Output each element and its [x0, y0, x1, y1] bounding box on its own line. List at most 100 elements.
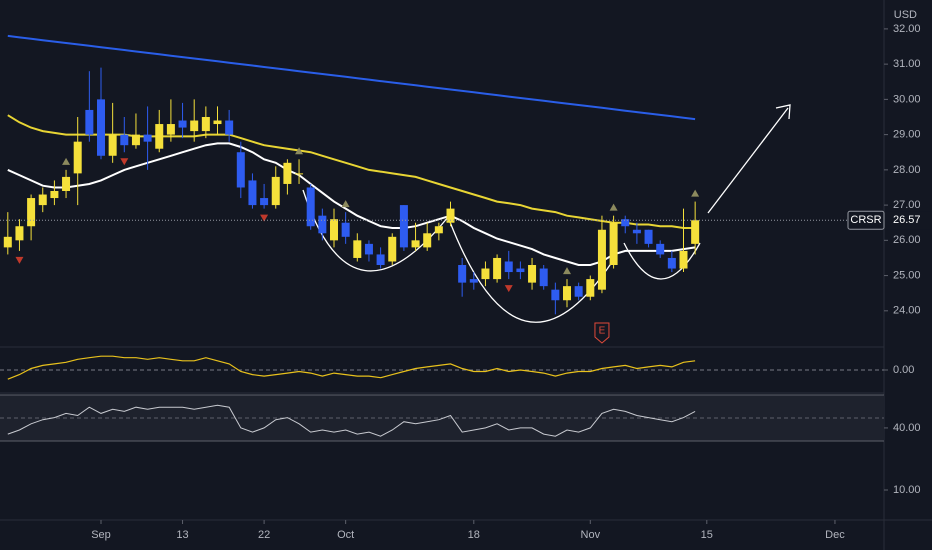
candle-body — [656, 243, 665, 255]
y-tick-label: 27.00 — [893, 199, 921, 211]
signal-up — [295, 147, 304, 155]
x-tick-label: 15 — [701, 529, 713, 541]
candle-body — [621, 219, 630, 227]
candle-body — [353, 240, 362, 258]
y-tick-label: 28.00 — [893, 164, 921, 176]
y-tick-label: 0.00 — [893, 364, 914, 376]
candle-body — [295, 173, 304, 175]
signal-down — [504, 285, 513, 293]
candle-body — [131, 134, 140, 146]
y-tick-label: 26.00 — [893, 234, 921, 246]
candle-body — [516, 268, 525, 273]
y-tick-label: 32.00 — [893, 23, 921, 35]
candle-body — [434, 226, 443, 234]
candle-body — [166, 124, 175, 135]
signal-up — [563, 267, 571, 275]
y-tick-label: 29.00 — [893, 129, 921, 141]
candle-body — [260, 198, 269, 206]
candle-body — [528, 265, 537, 283]
candle-body — [539, 268, 548, 287]
currency-label: USD — [894, 9, 917, 21]
price-box — [885, 211, 932, 230]
x-tick-label: Sep — [91, 529, 111, 541]
x-tick-label: Nov — [581, 529, 601, 541]
candle-body — [504, 261, 513, 273]
candle-body — [341, 222, 350, 237]
candle-body — [586, 279, 595, 297]
x-tick-label: 22 — [258, 529, 270, 541]
candle-body — [691, 220, 700, 244]
symbol-box — [847, 210, 885, 230]
moving-average — [7, 142, 696, 266]
candle-body — [108, 134, 117, 156]
symbol-label: CRSR — [850, 214, 881, 226]
candle-body — [283, 162, 292, 184]
candle-body — [306, 187, 315, 227]
candle-body — [411, 240, 420, 248]
signal-down — [15, 256, 24, 264]
candle-body — [399, 205, 408, 248]
candle-body — [97, 99, 105, 156]
candle-body — [236, 152, 245, 188]
x-tick-label: 13 — [176, 529, 188, 541]
candle-body — [563, 286, 571, 301]
x-tick-label: Oct — [337, 529, 354, 541]
y-tick-label: 30.00 — [893, 93, 921, 105]
trend-arrow — [707, 107, 789, 214]
candle-body — [609, 222, 618, 266]
oscillator-line — [7, 404, 696, 437]
moving-average — [7, 114, 696, 229]
signal-up — [341, 200, 350, 208]
candle-body — [3, 236, 12, 248]
signal-down — [260, 214, 269, 222]
y-tick-label: 40.00 — [893, 422, 921, 434]
x-tick-label: Dec — [825, 529, 845, 541]
last-price-label: 26.57 — [893, 214, 921, 226]
candle-body — [493, 257, 502, 280]
signal-up — [609, 203, 618, 211]
candle-body — [120, 134, 129, 146]
candle-body — [423, 233, 432, 248]
candle-body — [201, 116, 210, 132]
y-tick-label: 10.00 — [893, 484, 921, 496]
y-tick-label: 25.00 — [893, 269, 921, 281]
candle-body — [644, 229, 653, 244]
candle-body — [225, 120, 234, 135]
candle-body — [551, 289, 560, 301]
earnings-label: E — [599, 326, 606, 337]
candle-body — [15, 226, 24, 241]
candle-body — [574, 286, 583, 297]
x-tick-label: 18 — [468, 529, 480, 541]
oscillator-line — [7, 355, 696, 380]
candle-body — [248, 180, 257, 206]
candle-body — [364, 243, 373, 255]
candle-body — [85, 109, 94, 135]
candle-body — [330, 219, 338, 241]
candle-body — [597, 229, 606, 290]
candle-body — [190, 120, 199, 132]
candle-body — [667, 257, 676, 269]
signal-down — [120, 158, 129, 166]
candle-body — [632, 229, 641, 234]
pattern-cup — [623, 242, 701, 280]
candle-body — [388, 236, 397, 262]
candle-body — [213, 120, 222, 125]
candle-body — [271, 176, 280, 206]
candle-body — [73, 141, 82, 174]
candle-body — [62, 176, 71, 192]
candle-body — [318, 215, 327, 234]
candle-body — [458, 265, 467, 283]
candle-body — [38, 194, 47, 206]
candle-body — [469, 279, 478, 283]
candle-body — [679, 250, 688, 269]
candle-body — [376, 254, 385, 266]
signal-up — [691, 189, 700, 197]
candle-body — [481, 268, 490, 280]
candle-body — [50, 191, 59, 199]
moving-average — [7, 34, 696, 121]
candle-body — [27, 198, 36, 227]
earnings-marker — [594, 322, 610, 344]
candle-body — [155, 124, 164, 149]
candle-body — [178, 120, 187, 128]
